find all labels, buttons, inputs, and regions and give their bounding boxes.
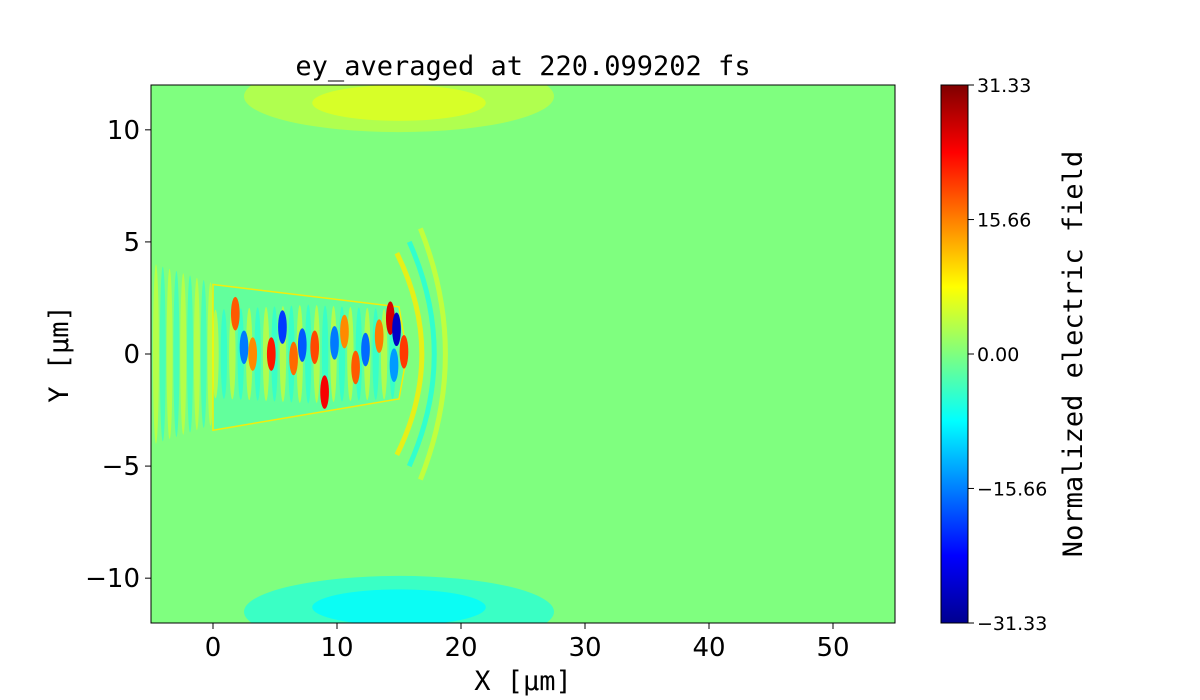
channel-oscillation — [347, 306, 354, 402]
trailing-ripple — [159, 266, 166, 442]
x-tick-label: 10 — [320, 633, 353, 663]
x-tick-label: 0 — [205, 633, 222, 663]
y-tick-label: 0 — [123, 340, 140, 370]
field-hotspot — [297, 328, 307, 362]
colorbar-ticks: −31.33 −15.66 0.00 15.66 31.33 — [968, 75, 1047, 635]
colorbar-tick-label: 15.66 — [977, 210, 1031, 232]
channel-oscillation — [254, 307, 261, 401]
trailing-ripple — [180, 273, 187, 435]
plot-area — [150, 84, 896, 624]
y-tick-label: 5 — [123, 228, 140, 258]
field-hotspot — [278, 310, 287, 344]
trailing-ripple — [193, 277, 200, 431]
chart-title: ey_averaged at 220.099202 fs — [295, 51, 750, 82]
field-structures — [152, 85, 554, 623]
colorbar-gradient — [940, 84, 969, 624]
channel-oscillation — [305, 304, 312, 404]
upper-boundary-core — [312, 85, 486, 121]
wavefront-arc — [418, 227, 448, 481]
trailing-ripple — [187, 275, 194, 433]
colorbar: −31.33 −15.66 0.00 15.66 31.33 Normalized el… — [940, 75, 1089, 635]
wavefront-arc — [394, 252, 425, 456]
x-axis-label: X [μm] — [474, 666, 572, 697]
trailing-ripple — [166, 268, 173, 440]
field-hotspot — [392, 312, 401, 347]
channel-oscillation — [229, 308, 236, 400]
y-tick-label: 10 — [107, 116, 140, 146]
trailing-ripple — [152, 264, 159, 444]
field-hotspot — [374, 319, 384, 353]
field-hotspot — [230, 296, 240, 331]
colorbar-tick-label: −31.33 — [977, 613, 1047, 635]
field-hotspot — [361, 332, 370, 367]
colorbar-label: Normalized electric field — [1058, 151, 1089, 557]
x-axis: 0 10 20 30 40 50 — [205, 623, 850, 663]
y-axis: −10 −5 0 5 10 — [85, 116, 151, 594]
trailing-ripple — [173, 271, 180, 437]
field-hotspot — [310, 330, 320, 365]
colorbar-tick-label: 0.00 — [977, 344, 1019, 366]
field-hotspot — [289, 341, 298, 376]
colorbar-tick-label: −15.66 — [977, 478, 1047, 500]
field-hotspot — [399, 334, 409, 369]
x-tick-label: 50 — [816, 633, 849, 663]
y-tick-label: −5 — [102, 452, 140, 482]
x-tick-label: 20 — [444, 633, 477, 663]
field-hotspot — [239, 330, 249, 365]
y-tick-label: −10 — [85, 564, 140, 594]
x-tick-label: 40 — [692, 633, 725, 663]
field-hotspot — [330, 325, 339, 360]
colorbar-tick-label: 31.33 — [977, 75, 1031, 97]
y-axis-label: Y [μm] — [44, 305, 75, 403]
field-hotspot — [266, 337, 276, 371]
wavefront-arc — [406, 240, 437, 468]
field-hotspot — [248, 337, 258, 371]
lower-boundary-core — [312, 589, 486, 623]
field-hotspot — [389, 348, 399, 383]
x-tick-label: 30 — [568, 633, 601, 663]
field-hotspot — [351, 350, 360, 385]
channel-oscillation — [262, 306, 270, 402]
channel-oscillation — [220, 309, 228, 399]
field-hotspot — [320, 375, 329, 409]
field-hotspot — [340, 314, 349, 349]
trailing-ripple — [207, 282, 214, 426]
channel-oscillation — [212, 309, 219, 399]
trailing-ripple — [200, 280, 207, 428]
